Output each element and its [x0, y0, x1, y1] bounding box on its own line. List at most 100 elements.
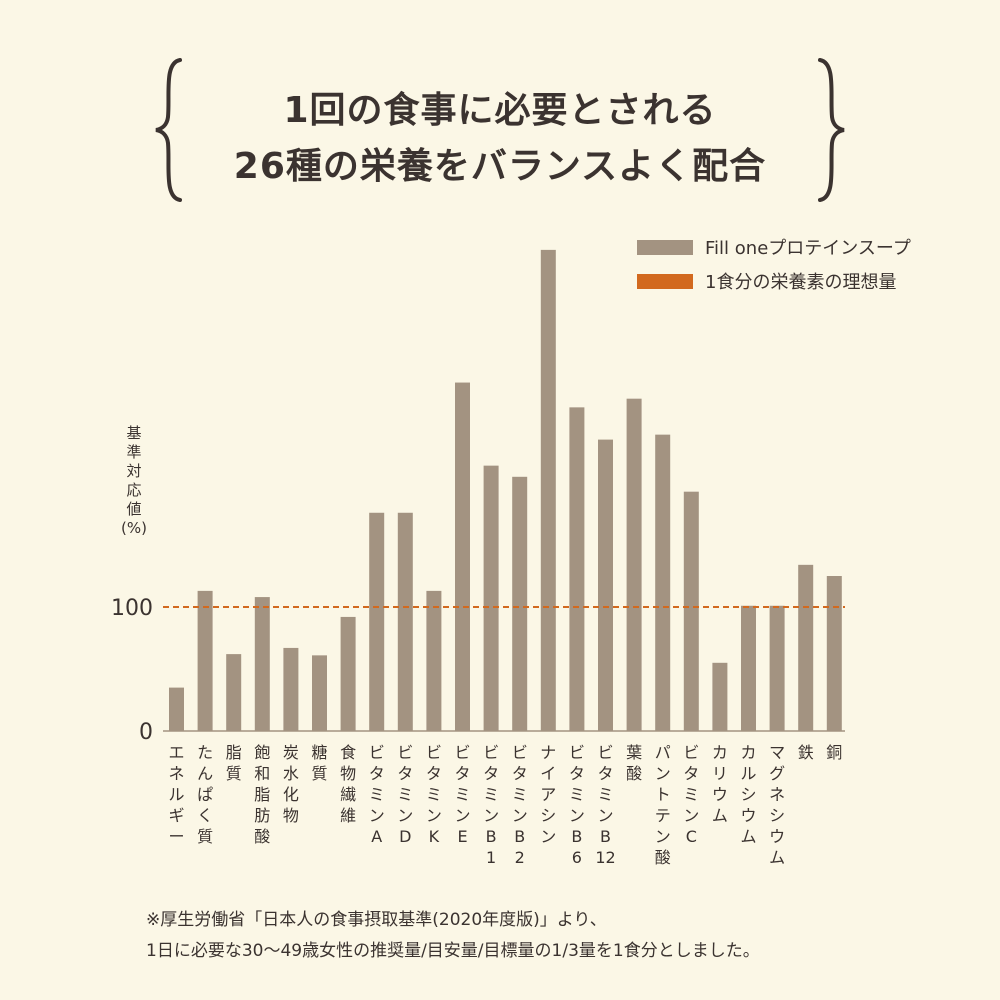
- x-tick-label-char: ン: [369, 806, 385, 825]
- x-tick-label-char: ビ: [512, 743, 528, 762]
- bar-19: [683, 491, 699, 731]
- x-tick-label-char: B: [600, 827, 611, 846]
- x-tick-label-char: タ: [597, 764, 613, 783]
- x-tick-label-char: 繊: [340, 785, 356, 804]
- x-tick-label-char: 糖: [311, 743, 327, 762]
- x-tick-label-char: 物: [340, 764, 356, 783]
- bar-3: [226, 654, 242, 731]
- x-tick-label-char: タ: [426, 764, 442, 783]
- x-tick-label-char: エ: [168, 743, 184, 762]
- x-tick-label-char: 2: [515, 848, 525, 867]
- x-tick-label-char: カ: [712, 743, 728, 762]
- x-tick-label-char: ミ: [512, 785, 528, 804]
- x-tick-label-char: ン: [483, 806, 499, 825]
- legend-reference-swatch: [637, 273, 693, 289]
- x-tick-label-char: ネ: [769, 785, 785, 804]
- x-tick-label-char: 物: [283, 806, 299, 825]
- y-axis-label-char: 対: [126, 462, 141, 480]
- x-tick-label-char: B: [571, 827, 582, 846]
- x-tick-label-char: リ: [712, 764, 728, 783]
- bar-6: [312, 655, 327, 731]
- x-tick-label-char: ン: [655, 764, 671, 783]
- x-tick-label-17: 葉酸: [626, 743, 642, 783]
- chart-title-line-2: 26種の栄養をバランスよく配合: [233, 146, 767, 187]
- legend-item-product: Fill oneプロテインスープ: [637, 230, 911, 264]
- bar-23: [798, 564, 814, 731]
- x-tick-label-char: イ: [540, 764, 556, 783]
- y-axis-label-char: 応: [126, 481, 141, 499]
- footnote-line-1: ※厚生労働省「日本人の食事摂取基準(2020年度版)」より、: [146, 910, 607, 930]
- x-tick-label-char: シ: [740, 785, 756, 804]
- x-tick-label-char: ン: [540, 827, 556, 846]
- x-tick-label-char: 銅: [826, 743, 842, 762]
- bar-7: [340, 616, 356, 731]
- bar-1: [169, 687, 184, 731]
- bar-24: [826, 576, 842, 731]
- y-axis-label-char: 基: [126, 424, 141, 442]
- x-tick-label-char: タ: [397, 764, 413, 783]
- x-tick-label-char: ン: [597, 806, 613, 825]
- x-tick-label-char: タ: [369, 764, 385, 783]
- left-brace-icon: [155, 58, 182, 202]
- x-tick-label-char: ム: [712, 806, 728, 825]
- x-tick-label-char: タ: [454, 764, 470, 783]
- x-tick-label-char: ミ: [483, 785, 499, 804]
- x-tick-label-char: ビ: [597, 743, 613, 762]
- x-tick-label-char: ン: [569, 806, 585, 825]
- x-tick-label-char: A: [371, 827, 382, 846]
- x-tick-label-char: ン: [683, 806, 699, 825]
- x-tick-label-char: ム: [740, 827, 756, 846]
- x-tick-label-char: 酸: [626, 764, 642, 783]
- y-axis-label-char: 準: [126, 443, 141, 461]
- x-tick-label-char: ム: [769, 848, 785, 867]
- x-tick-label-char: タ: [483, 764, 499, 783]
- legend: Fill oneプロテインスープ 1食分の栄養素の理想量: [637, 230, 911, 298]
- legend-product-label: Fill oneプロテインスープ: [705, 238, 911, 259]
- x-tick-label-char: ウ: [769, 827, 785, 846]
- bar-2: [197, 590, 213, 731]
- x-tick-label-char: タ: [512, 764, 528, 783]
- x-tick-label-char: ビ: [483, 743, 499, 762]
- x-tick-label-char: ー: [168, 827, 184, 846]
- x-tick-label-6: 糖質: [311, 743, 327, 783]
- chart-title-line-1: 1回の食事に必要とされる: [283, 90, 717, 131]
- bar-15: [569, 407, 585, 731]
- x-tick-label-char: ン: [655, 827, 671, 846]
- bar-8: [369, 512, 385, 731]
- x-tick-label-char: カ: [740, 743, 756, 762]
- legend-ideal-label: 1食分の栄養素の理想量: [705, 272, 897, 293]
- x-tick-label-char: ビ: [454, 743, 470, 762]
- x-tick-label-char: 飽: [254, 743, 270, 762]
- x-tick-label-char: ン: [426, 806, 442, 825]
- x-tick-label-char: ミ: [569, 785, 585, 804]
- x-tick-label-char: テ: [655, 806, 671, 825]
- x-tick-label-char: 12: [595, 848, 615, 867]
- x-tick-label-char: ン: [397, 806, 413, 825]
- x-tick-label-char: ビ: [683, 743, 699, 762]
- x-tick-label-char: 鉄: [798, 743, 814, 762]
- x-tick-label-char: ミ: [397, 785, 413, 804]
- bar-22: [769, 605, 785, 731]
- x-tick-label-char: 水: [283, 764, 299, 783]
- x-tick-label-char: た: [197, 743, 213, 762]
- y-axis-label-char: 値: [126, 500, 141, 518]
- x-tick-label-char: ウ: [740, 806, 756, 825]
- x-tick-label-char: ン: [512, 806, 528, 825]
- x-tick-label-char: ナ: [540, 743, 556, 762]
- x-tick-label-char: ギ: [168, 806, 184, 825]
- x-tick-label-char: ん: [197, 764, 213, 783]
- x-tick-label-char: ぱ: [197, 785, 213, 804]
- x-tick-label-char: B: [514, 827, 525, 846]
- footnote-line-2: 1日に必要な30〜49歳女性の推奨量/目安量/目標量の1/3量を1食分としました…: [146, 941, 760, 961]
- x-tick-label-char: K: [429, 827, 440, 846]
